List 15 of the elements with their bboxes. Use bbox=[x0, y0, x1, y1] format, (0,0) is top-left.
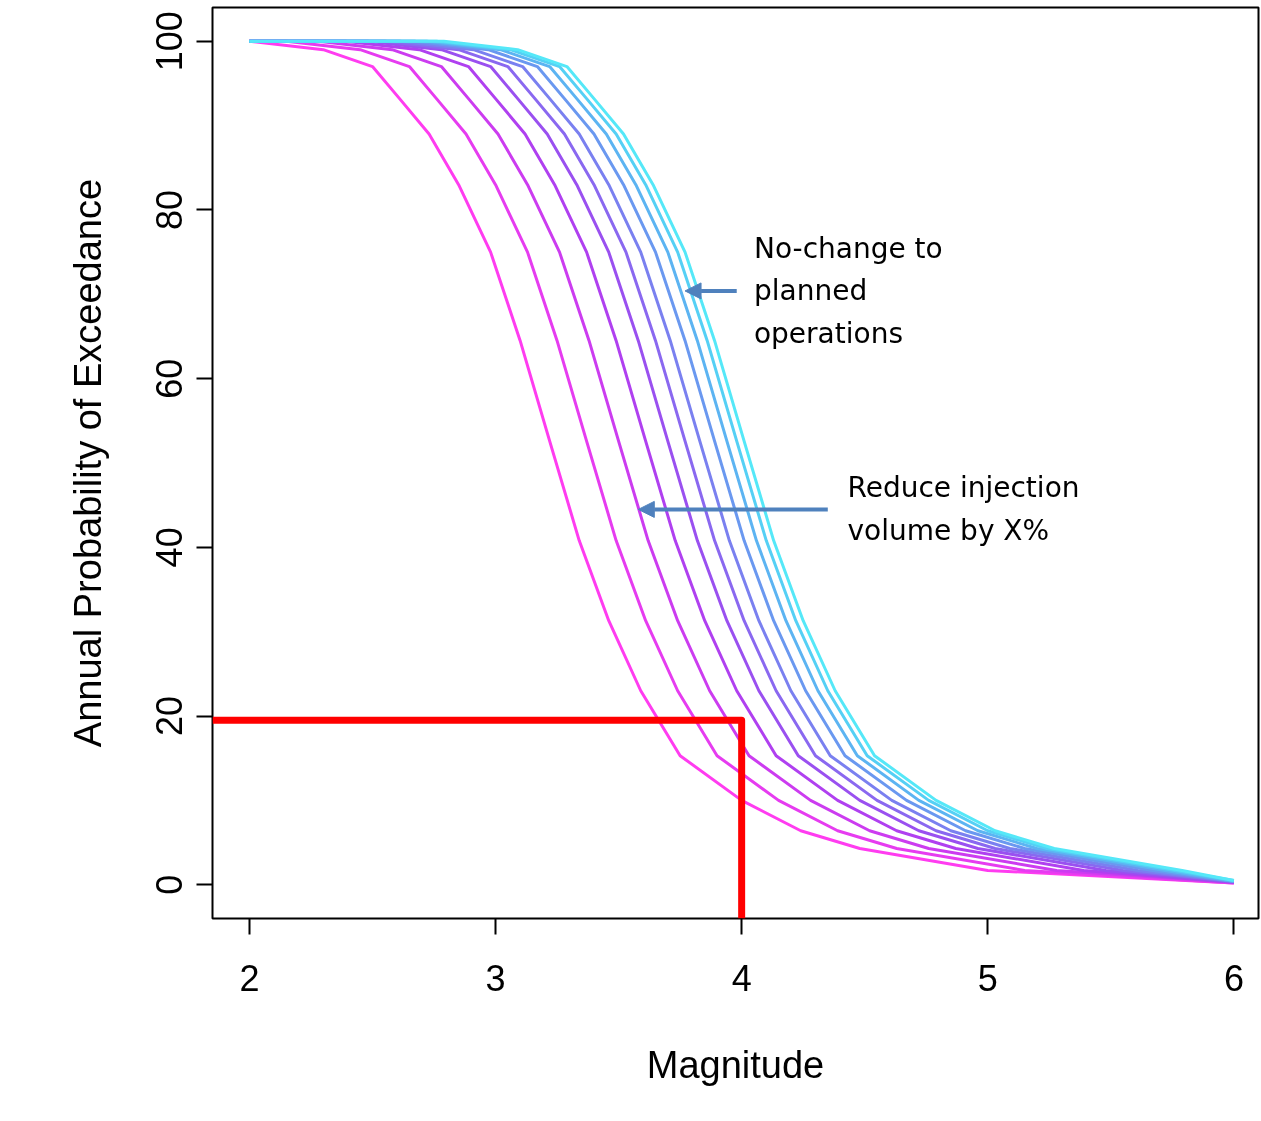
annotation: No-change to planned operations bbox=[753, 231, 943, 351]
x-tick-label: 5 bbox=[977, 957, 998, 999]
x-tick-label: 2 bbox=[239, 957, 260, 999]
y-tick-label: 20 bbox=[149, 696, 191, 737]
y-tick-label: 40 bbox=[149, 527, 191, 568]
y-tick-label: 100 bbox=[149, 11, 191, 72]
x-tick-label: 6 bbox=[1223, 957, 1244, 999]
y-tick-label: 0 bbox=[149, 874, 191, 895]
y-tick-label: 60 bbox=[149, 358, 191, 399]
x-axis-title: Magnitude bbox=[646, 1043, 825, 1086]
x-tick-label: 3 bbox=[485, 957, 506, 999]
y-tick-label: 80 bbox=[149, 189, 191, 230]
y-axis-title: Annual Probability of Exceedance bbox=[66, 178, 109, 748]
annotation: Reduce injection volume by X% bbox=[847, 471, 1080, 548]
x-tick-label: 4 bbox=[731, 957, 752, 999]
